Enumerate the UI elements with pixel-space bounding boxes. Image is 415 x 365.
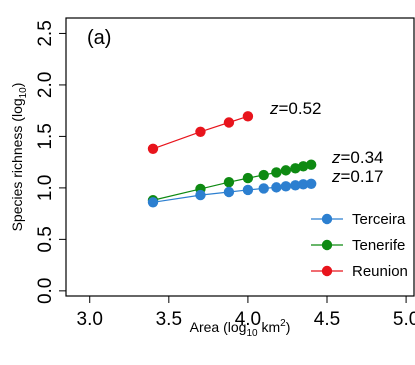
data-point-reunion — [195, 126, 206, 137]
y-tick-label: 1.0 — [35, 175, 56, 201]
data-point-terceira — [271, 182, 282, 193]
data-point-terceira — [195, 189, 206, 201]
legend-label-reunion: Reunion — [352, 263, 408, 280]
data-point-reunion — [242, 111, 254, 122]
z-annotation-terceira: z=0.17 — [331, 167, 384, 186]
data-point-tenerife — [242, 172, 254, 184]
panel-label: (a) — [87, 27, 111, 49]
data-point-tenerife — [271, 167, 282, 178]
y-tick-label: 0.5 — [35, 226, 56, 252]
x-tick-label: 3.0 — [77, 309, 103, 330]
x-axis-title: Area (log10 km2) — [190, 318, 291, 339]
data-point-terceira — [223, 186, 235, 198]
x-tick-label: 4.5 — [314, 309, 340, 330]
data-point-tenerife — [290, 163, 301, 174]
data-point-terceira — [147, 197, 159, 208]
y-tick-label: 1.5 — [35, 123, 56, 149]
data-point-tenerife — [280, 165, 292, 176]
data-point-terceira — [242, 184, 254, 196]
x-tick-label: 3.5 — [156, 309, 182, 330]
legend-label-tenerife: Tenerife — [352, 237, 405, 254]
legend-marker-tenerife — [321, 239, 333, 251]
legend-label-terceira: Terceira — [352, 211, 406, 228]
data-point-reunion — [223, 117, 235, 128]
y-tick-label: 0.0 — [35, 278, 56, 304]
data-point-terceira — [305, 178, 317, 189]
x-tick-label: 5.0 — [393, 309, 415, 330]
legend-marker-terceira — [321, 213, 333, 225]
data-point-tenerife — [258, 169, 269, 181]
series-line-reunion — [152, 115, 249, 150]
y-tick-label: 2.5 — [35, 20, 56, 46]
data-point-tenerife — [298, 161, 309, 172]
y-tick-label: 2.0 — [35, 72, 56, 98]
plot-frame — [65, 17, 415, 297]
x-axis: 3.0 3.5 4.0 4.5 5.0 — [77, 296, 415, 330]
data-point-reunion — [147, 143, 159, 154]
data-point-terceira — [280, 181, 292, 192]
z-annotation-reunion: z=0.52 — [269, 99, 322, 118]
z-annotation-tenerife: z=0.34 — [331, 148, 384, 167]
data-point-terceira — [290, 180, 301, 191]
data-point-tenerife — [305, 159, 317, 170]
data-point-terceira — [258, 183, 269, 194]
y-axis-title: Species richness (log10) — [9, 83, 29, 232]
legend-marker-reunion — [321, 265, 333, 277]
series-layer — [147, 111, 317, 208]
data-point-terceira — [298, 179, 309, 190]
x-tick-label: 4.0 — [235, 309, 261, 330]
y-axis: 0.0 0.5 1.0 1.5 2.0 2.5 — [35, 20, 66, 304]
data-point-tenerife — [223, 177, 235, 188]
legend: Terceira Tenerife Reunion — [311, 211, 408, 280]
